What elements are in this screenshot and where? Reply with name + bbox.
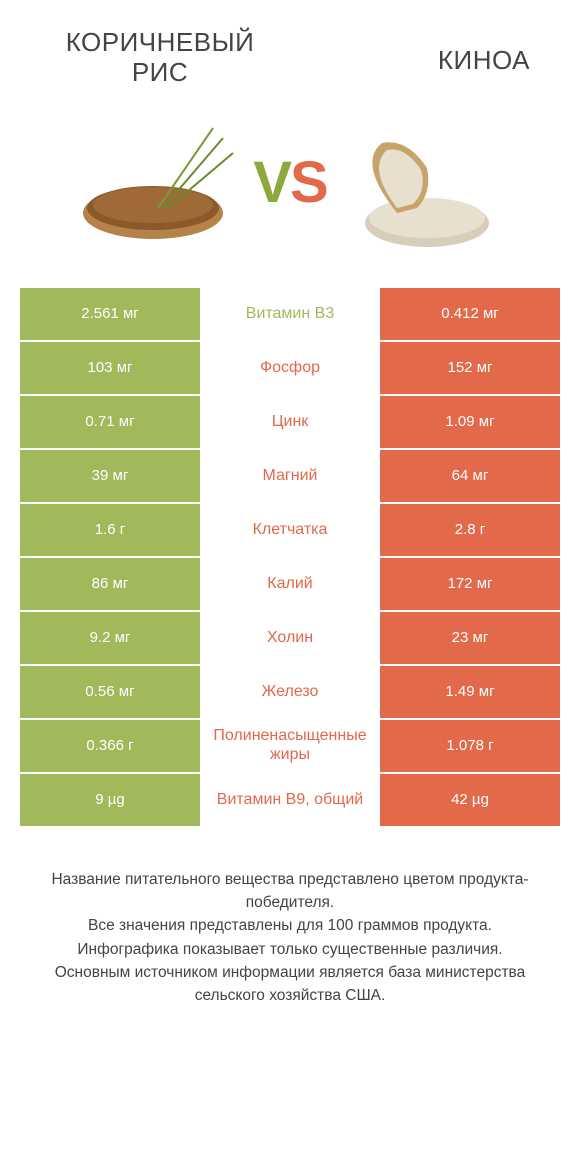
- nutrient-label: Магний: [200, 450, 380, 502]
- right-value: 1.49 мг: [380, 666, 560, 718]
- right-product-image: [337, 108, 507, 258]
- left-product-title: Коричневыйрис: [50, 28, 270, 88]
- vs-letter-v: V: [253, 150, 290, 215]
- right-value: 23 мг: [380, 612, 560, 664]
- right-value: 42 µg: [380, 774, 560, 826]
- nutrient-label: Витамин B3: [200, 288, 380, 340]
- table-row: 0.56 мгЖелезо1.49 мг: [20, 666, 560, 720]
- left-value: 0.71 мг: [20, 396, 200, 448]
- left-product-image: [73, 108, 243, 258]
- nutrient-label: Калий: [200, 558, 380, 610]
- left-value: 86 мг: [20, 558, 200, 610]
- nutrient-label: Витамин B9, общий: [200, 774, 380, 826]
- nutrient-label: Цинк: [200, 396, 380, 448]
- nutrient-label: Холин: [200, 612, 380, 664]
- right-value: 2.8 г: [380, 504, 560, 556]
- left-value: 1.6 г: [20, 504, 200, 556]
- comparison-table: 2.561 мгВитамин B30.412 мг103 мгФосфор15…: [20, 288, 560, 828]
- table-row: 1.6 гКлетчатка2.8 г: [20, 504, 560, 558]
- table-row: 0.366 гПолиненасыщенные жиры1.078 г: [20, 720, 560, 774]
- nutrient-label: Клетчатка: [200, 504, 380, 556]
- right-value: 1.078 г: [380, 720, 560, 772]
- right-value: 0.412 мг: [380, 288, 560, 340]
- table-row: 86 мгКалий172 мг: [20, 558, 560, 612]
- vs-letter-s: S: [290, 150, 327, 215]
- nutrient-label: Полиненасыщенные жиры: [200, 720, 380, 772]
- left-value: 9 µg: [20, 774, 200, 826]
- left-value: 2.561 мг: [20, 288, 200, 340]
- table-row: 103 мгФосфор152 мг: [20, 342, 560, 396]
- right-value: 1.09 мг: [380, 396, 560, 448]
- right-value: 172 мг: [380, 558, 560, 610]
- table-row: 2.561 мгВитамин B30.412 мг: [20, 288, 560, 342]
- vs-label: VS: [253, 149, 326, 216]
- left-value: 39 мг: [20, 450, 200, 502]
- left-value: 0.56 мг: [20, 666, 200, 718]
- header: Коричневыйрис Киноа: [0, 0, 580, 98]
- right-product-title: Киноа: [350, 28, 530, 76]
- table-row: 39 мгМагний64 мг: [20, 450, 560, 504]
- table-row: 9 µgВитамин B9, общий42 µg: [20, 774, 560, 828]
- vs-row: VS: [0, 98, 580, 288]
- right-value: 64 мг: [380, 450, 560, 502]
- left-value: 103 мг: [20, 342, 200, 394]
- left-value: 9.2 мг: [20, 612, 200, 664]
- nutrient-label: Фосфор: [200, 342, 380, 394]
- table-row: 9.2 мгХолин23 мг: [20, 612, 560, 666]
- left-value: 0.366 г: [20, 720, 200, 772]
- right-value: 152 мг: [380, 342, 560, 394]
- table-row: 0.71 мгЦинк1.09 мг: [20, 396, 560, 450]
- footnote: Название питательного вещества представл…: [0, 828, 580, 1008]
- nutrient-label: Железо: [200, 666, 380, 718]
